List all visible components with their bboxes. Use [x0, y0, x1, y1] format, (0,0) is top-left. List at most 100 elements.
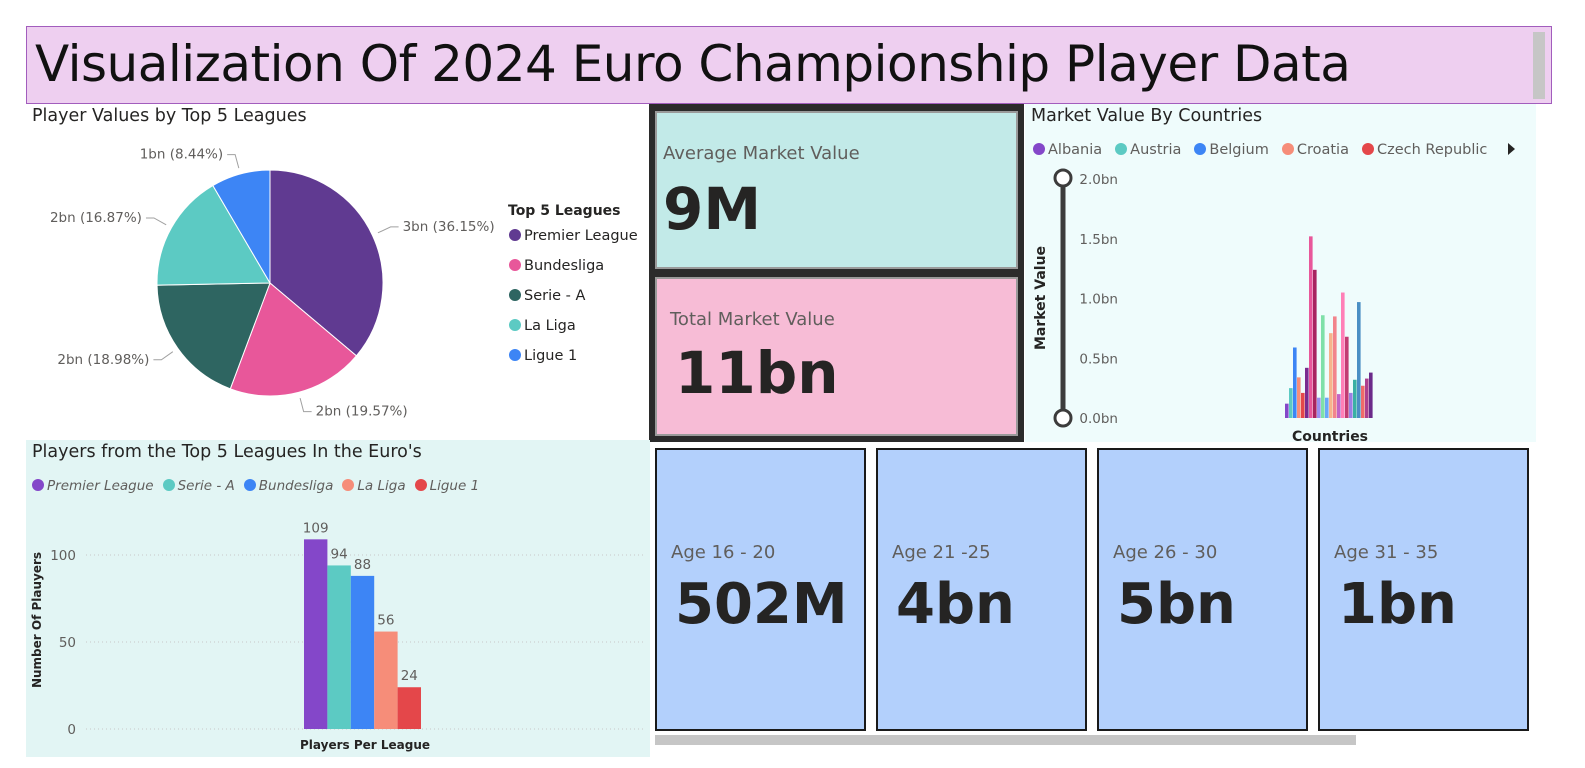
countries-legend-item[interactable]: Austria — [1115, 142, 1181, 158]
pie-leader-line — [377, 226, 399, 234]
country-bar[interactable] — [1305, 367, 1309, 418]
x-axis-title: Players Per League — [300, 738, 430, 752]
pie-slice-serie-a[interactable] — [156, 282, 271, 390]
age-card[interactable]: Age 26 - 30 5bn — [1097, 448, 1308, 731]
legend-marker — [243, 479, 256, 491]
y-tick-label: 100 — [50, 548, 76, 564]
countries-legend-item[interactable]: Belgium — [1194, 142, 1269, 158]
players-bar-ligue-1[interactable] — [397, 687, 421, 729]
total-market-value-card[interactable]: Total Market Value 11bn — [655, 277, 1018, 436]
legend-next-button[interactable] — [1508, 143, 1515, 155]
players-legend-item[interactable]: Premier League — [32, 478, 154, 494]
y-axis-title: Market Value — [1033, 246, 1049, 350]
country-bar[interactable] — [1325, 397, 1329, 418]
pie-slice-premier-league[interactable] — [269, 169, 384, 357]
legend-marker — [509, 349, 521, 361]
players-legend-item[interactable]: Ligue 1 — [414, 478, 479, 494]
pie-slice-ligue-1[interactable] — [212, 169, 271, 285]
players-legend-item[interactable]: Serie - A — [162, 478, 235, 494]
legend-marker — [32, 479, 44, 491]
country-bar[interactable] — [1313, 269, 1317, 418]
average-market-value: 9M — [663, 175, 762, 243]
players-bar-la-liga[interactable] — [374, 631, 398, 729]
legend-marker — [1361, 143, 1374, 155]
country-bar[interactable] — [1329, 333, 1333, 418]
players-bar-serie-a[interactable] — [327, 565, 351, 729]
legend-marker — [509, 289, 521, 301]
pie-legend-item[interactable]: Bundesliga — [524, 258, 604, 274]
countries-chart-title: Market Value By Countries — [1031, 106, 1263, 126]
country-bar[interactable] — [1301, 392, 1305, 418]
country-bar[interactable] — [1337, 394, 1341, 418]
pie-legend-item[interactable]: Serie - A — [524, 288, 585, 304]
title-scrollbar[interactable] — [1533, 32, 1545, 99]
pie-leader-line — [227, 154, 240, 169]
age-card[interactable]: Age 31 - 35 1bn — [1318, 448, 1529, 731]
country-bar[interactable] — [1353, 379, 1357, 418]
players-bar-bundesliga[interactable] — [350, 575, 375, 729]
y-tick-label: 1.5bn — [1079, 232, 1118, 248]
country-bar[interactable] — [1317, 397, 1321, 418]
pie-data-label: 2bn (19.57%) — [316, 404, 408, 420]
page-title: Visualization Of 2024 Euro Championship … — [35, 35, 1351, 93]
pie-legend-item[interactable]: Premier League — [524, 228, 638, 244]
players-legend-item[interactable]: La Liga — [342, 478, 406, 494]
country-bar[interactable] — [1349, 392, 1353, 418]
pie-slice-la-liga[interactable] — [156, 184, 271, 286]
zoom-slider-handle[interactable] — [1053, 408, 1073, 428]
pie-chart-visual[interactable]: Player Values by Top 5 Leagues 3bn (36.1… — [26, 104, 650, 436]
age-card-label: Age 31 - 35 — [1334, 542, 1439, 563]
y-tick-label: 50 — [59, 635, 76, 651]
country-bar[interactable] — [1357, 302, 1361, 418]
age-card[interactable]: Age 21 -25 4bn — [876, 448, 1087, 731]
country-bar[interactable] — [1333, 316, 1337, 418]
legend-marker — [1281, 143, 1294, 155]
age-cards: Age 16 - 20 502M Age 21 -25 4bn Age 26 - 30 5… — [655, 448, 1535, 732]
y-tick-label: 1.0bn — [1079, 292, 1118, 308]
zoom-slider-handle[interactable] — [1053, 168, 1073, 188]
age-card-label: Age 26 - 30 — [1113, 542, 1218, 563]
legend-marker — [414, 479, 427, 491]
bar-data-label: 94 — [331, 546, 348, 562]
pie-legend-item[interactable]: Ligue 1 — [524, 348, 577, 364]
pie-legend-title: Top 5 Leagues — [508, 203, 621, 219]
countries-legend-item[interactable]: Albania — [1033, 142, 1102, 158]
y-tick-label: 0.5bn — [1079, 351, 1118, 367]
players-bar-premier-league[interactable] — [304, 539, 328, 729]
y-tick-label: 2.0bn — [1079, 172, 1118, 188]
country-bar[interactable] — [1321, 315, 1325, 418]
country-bar[interactable] — [1345, 336, 1349, 418]
players-legend-item[interactable]: Bundesliga — [243, 478, 333, 494]
players-legend-label: Premier League — [47, 478, 154, 494]
pie-data-label: 2bn (16.87%) — [50, 210, 142, 226]
countries-legend-item[interactable]: Croatia — [1281, 142, 1349, 158]
country-bar[interactable] — [1369, 372, 1373, 418]
age-card[interactable]: Age 16 - 20 502M — [655, 448, 866, 731]
countries-legend-item[interactable]: Czech Republic — [1361, 142, 1487, 158]
players-chart-visual[interactable]: Players from the Top 5 Leagues In the Eu… — [26, 440, 650, 757]
country-bar[interactable] — [1285, 403, 1289, 418]
players-legend-label: Serie - A — [177, 478, 235, 494]
bar-data-label: 109 — [303, 520, 329, 536]
country-bar[interactable] — [1293, 347, 1297, 418]
country-bar[interactable] — [1309, 236, 1313, 418]
country-bar[interactable] — [1297, 377, 1301, 418]
countries-chart-visual[interactable]: Market Value By Countries Albania Austria… — [1025, 104, 1536, 442]
legend-marker — [509, 259, 521, 271]
pie-leader-line — [145, 217, 167, 226]
bar-data-label: 88 — [354, 557, 371, 573]
legend-marker — [1194, 143, 1207, 155]
country-bar[interactable] — [1289, 388, 1293, 418]
country-bar[interactable] — [1361, 385, 1365, 418]
country-bar[interactable] — [1341, 292, 1345, 418]
legend-marker — [1115, 143, 1128, 155]
pie-slice-bundesliga[interactable] — [229, 282, 358, 397]
age-card-label: Age 21 -25 — [892, 542, 991, 563]
x-axis-title: Countries — [1292, 429, 1368, 442]
pie-legend-item[interactable]: La Liga — [524, 318, 576, 334]
average-market-value-card[interactable]: Average Market Value 9M — [655, 111, 1018, 269]
pie-leader-line — [153, 351, 174, 361]
country-bar[interactable] — [1365, 378, 1369, 418]
age-cards-scrollbar[interactable] — [655, 735, 1356, 745]
legend-marker — [342, 479, 355, 491]
